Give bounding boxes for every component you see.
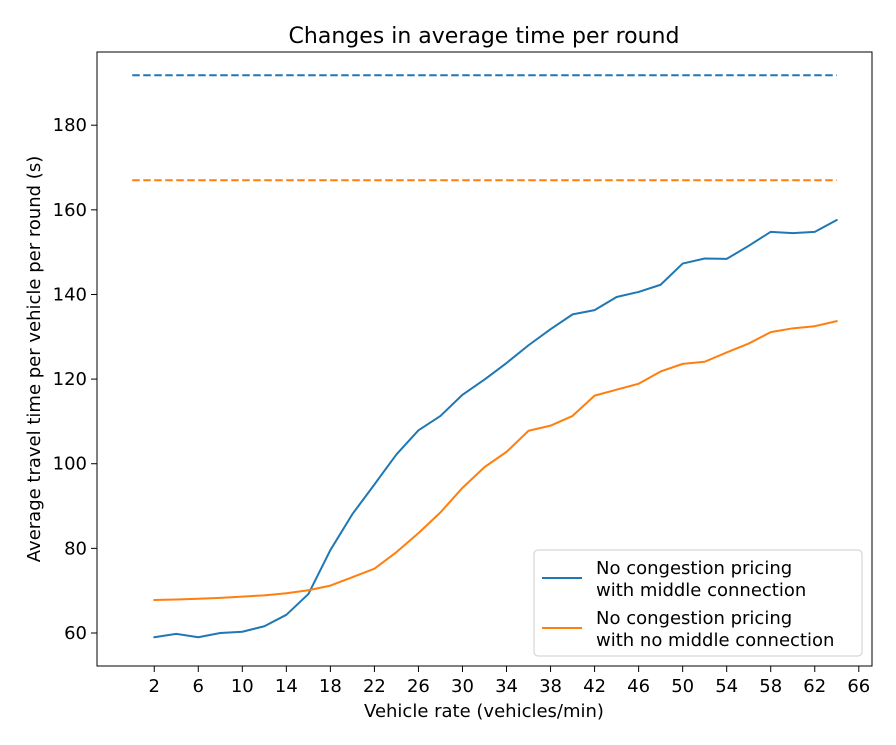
x-tick-label: 30 <box>451 676 474 697</box>
x-tick-label: 14 <box>275 676 298 697</box>
x-tick-label: 18 <box>319 676 342 697</box>
x-tick-label: 42 <box>583 676 606 697</box>
x-tick-label: 10 <box>231 676 254 697</box>
y-tick-label: 120 <box>53 369 87 390</box>
x-axis: 2 6 10 14 18 22 26 30 34 38 42 46 50 54 58 62 66 <box>149 666 870 697</box>
y-tick-label: 140 <box>53 284 87 305</box>
plot-area <box>132 74 838 639</box>
x-tick-label: 62 <box>803 676 826 697</box>
legend-box <box>533 549 863 657</box>
x-tick-label: 2 <box>149 676 160 697</box>
x-tick-label: 26 <box>407 676 430 697</box>
x-tick-label: 50 <box>671 676 694 697</box>
legend-label-0: No congestion pricing with middle connect… <box>596 558 806 601</box>
x-tick-label: 34 <box>495 676 518 697</box>
y-tick-label: 100 <box>53 454 87 475</box>
x-tick-label: 38 <box>539 676 562 697</box>
x-tick-label: 66 <box>847 676 870 697</box>
x-tick-label: 54 <box>715 676 738 697</box>
y-tick-label: 180 <box>53 115 87 136</box>
series-line-0 <box>153 218 838 639</box>
y-axis-label: Average travel time per vehicle per roun… <box>24 156 45 562</box>
y-axis: 60 80 100 120 140 160 180 <box>53 115 97 644</box>
x-tick-label: 46 <box>627 676 650 697</box>
x-tick-label: 58 <box>759 676 782 697</box>
legend-label-1: No congestion pricing with no middle conn… <box>596 608 834 651</box>
y-tick-label: 60 <box>64 623 87 644</box>
y-tick-label: 160 <box>53 200 87 221</box>
series-line-1 <box>153 320 838 601</box>
chart-title: Changes in average time per round <box>289 24 680 49</box>
y-tick-label: 80 <box>64 538 87 559</box>
x-axis-label: Vehicle rate (vehicles/min) <box>364 701 604 722</box>
plot-frame <box>96 51 873 667</box>
x-tick-label: 6 <box>193 676 204 697</box>
x-tick-label: 22 <box>363 676 386 697</box>
legend: No congestion pricing with middle connect… <box>533 549 863 657</box>
